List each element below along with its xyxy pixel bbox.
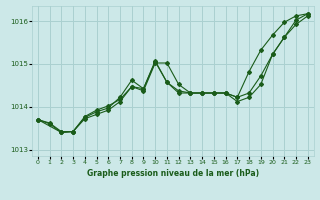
X-axis label: Graphe pression niveau de la mer (hPa): Graphe pression niveau de la mer (hPa)	[87, 169, 259, 178]
